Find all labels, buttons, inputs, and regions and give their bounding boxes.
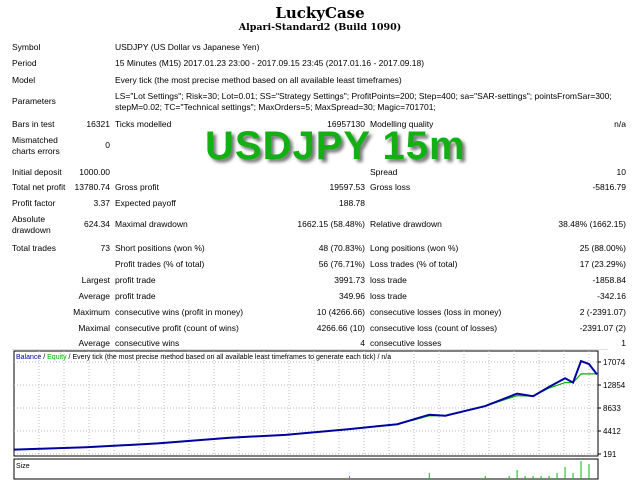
stat-reldd: 38.48% (1662.15): [558, 219, 626, 229]
parameters-label: Parameters: [12, 96, 56, 106]
stat-mismatch-label2: charts errors: [12, 146, 60, 156]
stat-maxloss: -2391.07 (2): [579, 323, 626, 333]
stat-maxdd-label: Maximal drawdown: [115, 219, 188, 229]
legend-description: / Every tick (the most precise method ba…: [67, 354, 392, 361]
stat-spread-label: Spread: [370, 167, 398, 177]
divider: [12, 349, 608, 350]
stat-maxdd: 1662.15 (58.48%): [297, 219, 365, 229]
stat-trades-label: Total trades: [12, 243, 56, 253]
stat-payoff: 188.78: [339, 198, 365, 208]
legend-equity: Equity: [47, 354, 67, 361]
chart-frame: [13, 350, 599, 457]
stat-short-label: Short positions (won %): [115, 243, 205, 253]
stat-mismatch: 0: [105, 140, 110, 150]
stat-bars: 16321: [86, 119, 110, 129]
stat-avglosses: 1: [621, 338, 626, 348]
stat-maxprofit-label: consecutive profit (count of wins): [115, 323, 239, 333]
y-tick-label: 4412: [603, 427, 621, 436]
stat-average-label: Average: [78, 291, 110, 301]
size-panel: [13, 458, 599, 480]
stat-grossprofit-label: Gross profit: [115, 182, 159, 192]
stat-pf-label: Profit factor: [12, 198, 56, 208]
period-value: 15 Minutes (M15) 2017.01.23 23:00 - 2017…: [115, 58, 425, 68]
legend-balance: Balance: [16, 354, 41, 361]
stat-maxloss-label: consecutive loss (count of losses): [370, 323, 498, 333]
stat-ticks: 16957130: [327, 119, 365, 129]
stat-avgc-label: Average: [78, 338, 110, 348]
stat-long-label: Long positions (won %): [370, 243, 459, 253]
stat-ticks-label: Ticks modelled: [115, 119, 172, 129]
stat-absdd-label2: drawdown: [12, 225, 51, 235]
stat-maxwins: 10 (4266.66): [316, 307, 365, 317]
y-tick-label: 8633: [603, 404, 621, 413]
overlay-title: USDJPY 15m: [205, 124, 466, 168]
size-label: Size: [16, 463, 30, 470]
stat-average-l-label: loss trade: [370, 291, 407, 301]
stat-average-p-label: profit trade: [115, 291, 156, 301]
parameters-block: LS="Lot Settings"; Risk=30; Lot=0.01; SS…: [115, 91, 630, 113]
stat-avglosses-label: consecutive losses: [370, 338, 442, 348]
balance-line: [13, 359, 598, 451]
y-tick-label: 191: [603, 450, 617, 459]
stat-mismatch-label1: Mismatched: [12, 135, 58, 145]
chart-legend: Balance / Equity / Every tick (the most …: [16, 354, 391, 361]
stat-avgwins-label: consecutive wins: [115, 338, 180, 348]
stat-spread: 10: [616, 167, 626, 177]
period-label: Period: [12, 58, 37, 68]
stat-netprofit: 13780.74: [74, 182, 110, 192]
stat-ltrades-label: Loss trades (% of total): [370, 259, 458, 269]
stat-quality-label: Modelling quality: [370, 119, 434, 129]
y-tick-label: 12854: [603, 381, 626, 390]
stat-grossloss-label: Gross loss: [370, 182, 411, 192]
stat-maxlosses-label: consecutive losses (loss in money): [370, 307, 502, 317]
stat-long: 25 (88.00%): [579, 243, 626, 253]
stat-largest-p: 3991.73: [334, 275, 365, 285]
symbol-label: Symbol: [12, 42, 41, 52]
model-label: Model: [12, 75, 36, 85]
model-value: Every tick (the most precise method base…: [115, 75, 402, 85]
stat-ltrades: 17 (23.29%): [579, 259, 626, 269]
stat-largest-label: Largest: [81, 275, 110, 285]
stat-payoff-label: Expected payoff: [115, 198, 176, 208]
stat-ptrades-label: Profit trades (% of total): [115, 259, 205, 269]
stat-maximum-label: Maximum: [73, 307, 110, 317]
stat-grossloss: -5816.79: [592, 182, 626, 192]
stat-deposit: 1000.00: [79, 167, 110, 177]
stat-ptrades: 56 (76.71%): [318, 259, 365, 269]
stat-grossprofit: 19597.53: [329, 182, 365, 192]
y-tick-label: 17074: [603, 358, 626, 367]
stat-average-l: -342.16: [597, 291, 626, 301]
stat-largest-p-label: profit trade: [115, 275, 156, 285]
report-subtitle: Alpari-Standard2 (Build 1090): [238, 22, 402, 33]
stat-maximal-label: Maximal: [78, 323, 110, 333]
stat-quality: n/a: [614, 119, 626, 129]
stat-average-p: 349.96: [339, 291, 365, 301]
parameters-value-line2: stepM=0.02; TC="Technical settings"; Max…: [115, 102, 436, 112]
stat-reldd-label: Relative drawdown: [370, 219, 442, 229]
stat-absdd: 624.34: [84, 219, 110, 229]
stat-pf: 3.37: [93, 198, 110, 208]
stat-netprofit-label: Total net profit: [12, 182, 66, 192]
stat-largest-l-label: loss trade: [370, 275, 407, 285]
stat-maxprofit: 4266.66 (10): [316, 323, 365, 333]
stat-avgwins: 4: [360, 338, 365, 348]
stat-deposit-label: Initial deposit: [12, 167, 62, 177]
stat-maxlosses: 2 (-2391.07): [579, 307, 626, 317]
stat-absdd-label1: Absolute: [12, 214, 46, 224]
stat-trades: 73: [100, 243, 110, 253]
stat-short: 48 (70.83%): [318, 243, 365, 253]
stat-bars-label: Bars in test: [12, 119, 55, 129]
parameters-value: LS="Lot Settings"; Risk=30; Lot=0.01; SS…: [115, 91, 612, 101]
stat-maxwins-label: consecutive wins (profit in money): [115, 307, 244, 317]
legend-sep: /: [41, 354, 47, 361]
stat-largest-l: -1858.84: [592, 275, 626, 285]
symbol-value: USDJPY (US Dollar vs Japanese Yen): [115, 42, 260, 52]
report-title: LuckyCase: [275, 4, 365, 22]
